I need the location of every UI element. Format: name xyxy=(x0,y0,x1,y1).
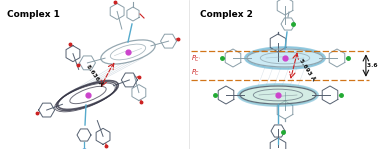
Ellipse shape xyxy=(238,84,318,106)
Ellipse shape xyxy=(245,47,325,69)
Text: Complex 1: Complex 1 xyxy=(7,10,60,19)
Text: Complex 2: Complex 2 xyxy=(200,10,253,19)
Text: $P_{C'}$: $P_{C'}$ xyxy=(191,53,202,64)
Text: 3.643 Å: 3.643 Å xyxy=(367,63,378,68)
Text: 5.693 Å: 5.693 Å xyxy=(298,58,316,82)
Text: $P_C$: $P_C$ xyxy=(191,67,200,78)
Text: 8.636 Å: 8.636 Å xyxy=(85,63,103,87)
